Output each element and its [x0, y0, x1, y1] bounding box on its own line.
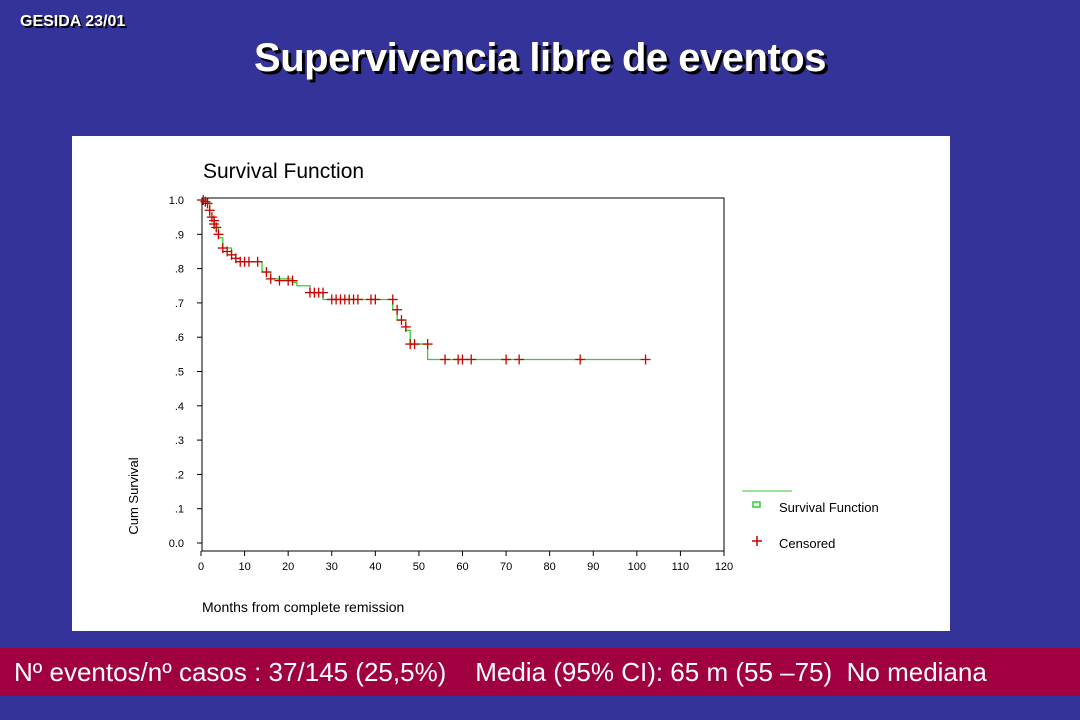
censored-marker: [265, 273, 276, 284]
censored-marker: [575, 354, 586, 365]
legend-survival-label: Survival Function: [779, 500, 879, 515]
y-axis-label: Cum Survival: [126, 457, 141, 534]
chart-title: Survival Function: [203, 160, 364, 183]
censored-marker: [640, 354, 651, 365]
y-tick-label: 0.0: [169, 538, 184, 550]
footer-bar: [0, 648, 1080, 696]
x-tick-label: 120: [715, 561, 733, 573]
censored-marker: [514, 354, 525, 365]
censored-marker: [422, 339, 433, 350]
censored-marker: [501, 354, 512, 365]
censored-marker: [466, 354, 477, 365]
censored-marker: [387, 294, 398, 305]
censored-marker: [252, 256, 263, 267]
censored-marker: [274, 275, 285, 286]
survival-function-line: [201, 199, 642, 361]
y-tick-label: .6: [175, 332, 184, 344]
footer-summary: Nº eventos/nº casos : 37/145 (25,5%) Med…: [14, 657, 987, 687]
censored-marker: [287, 275, 298, 286]
censored-marker: [200, 196, 211, 207]
x-tick-label: 100: [628, 561, 646, 573]
x-tick-label: 60: [456, 561, 468, 573]
y-tick-label: .2: [175, 469, 184, 481]
x-tick-label: 30: [326, 561, 338, 573]
x-tick-label: 70: [500, 561, 512, 573]
x-axis-label: Months from complete remission: [202, 599, 404, 615]
legend-censored-label: Censored: [779, 536, 835, 551]
y-tick-label: .9: [175, 229, 184, 241]
legend-censored-icon: [752, 536, 762, 546]
y-tick-label: .4: [175, 401, 184, 413]
censored-marker: [392, 304, 403, 315]
censored-marker: [261, 267, 272, 278]
slide-title: Supervivencia libre de eventos: [254, 36, 826, 80]
censored-marker: [243, 256, 254, 267]
censored-marker: [213, 229, 224, 240]
survival-chart: Survival Function Cum Survival Months fr…: [126, 160, 879, 615]
censored-marker: [204, 205, 215, 216]
censored-marker: [211, 222, 222, 233]
plot-frame: [201, 197, 725, 552]
x-tick-label: 20: [282, 561, 294, 573]
x-tick-label: 0: [198, 561, 204, 573]
censored-marker: [409, 339, 420, 350]
y-tick-label: .8: [175, 264, 184, 276]
censored-marker: [370, 294, 381, 305]
chart-panel: Survival Function Cum Survival Months fr…: [72, 136, 950, 631]
y-tick-label: .1: [175, 504, 184, 516]
x-tick-label: 80: [544, 561, 556, 573]
x-tick-label: 90: [587, 561, 599, 573]
y-tick-label: 1.0: [169, 195, 184, 207]
y-tick-label: .7: [175, 298, 184, 310]
censored-marker: [400, 321, 411, 332]
censored-marker: [352, 294, 363, 305]
legend-survival-icon: [752, 501, 761, 508]
y-tick-label: .3: [175, 435, 184, 447]
slide-code: GESIDA 23/01: [20, 13, 126, 30]
censored-marker: [202, 198, 213, 209]
censored-marker: [440, 354, 451, 365]
x-tick-label: 50: [413, 561, 425, 573]
censored-marker: [318, 287, 329, 298]
x-tick-label: 110: [672, 561, 690, 573]
x-tick-label: 10: [238, 561, 250, 573]
y-tick-label: .5: [175, 367, 184, 379]
censored-marker: [396, 315, 407, 326]
censored-marker: [457, 354, 468, 365]
x-tick-label: 40: [369, 561, 381, 573]
